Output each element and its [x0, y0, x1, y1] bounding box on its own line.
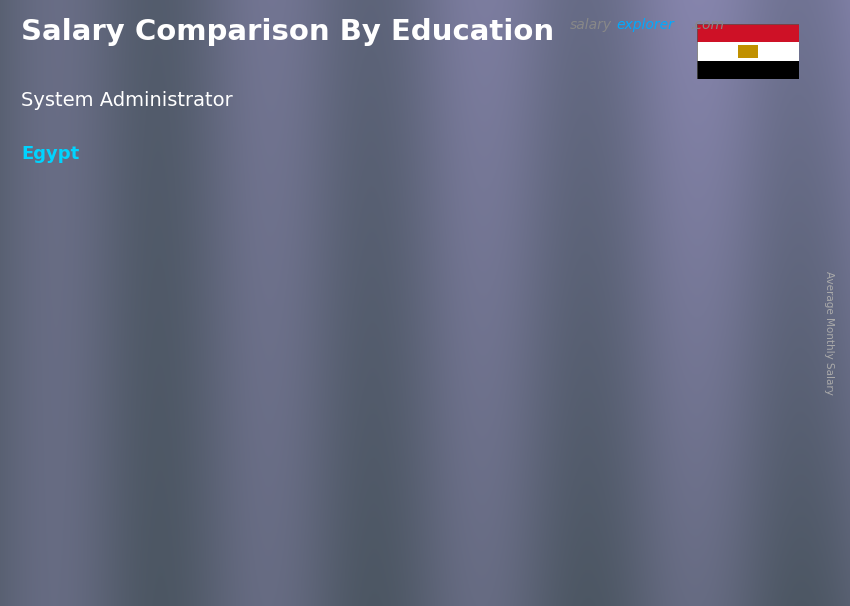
Polygon shape: [333, 293, 480, 533]
Text: .com: .com: [690, 18, 724, 32]
Text: 7,920 EGP: 7,920 EGP: [365, 253, 449, 268]
Text: Egypt: Egypt: [21, 145, 80, 164]
Text: explorer: explorer: [616, 18, 674, 32]
Text: +34%: +34%: [250, 195, 326, 219]
Text: 5,890 EGP: 5,890 EGP: [128, 318, 212, 333]
Text: Certificate or
Diploma: Certificate or Diploma: [117, 567, 221, 597]
Polygon shape: [243, 336, 284, 533]
Text: Average Monthly Salary: Average Monthly Salary: [824, 271, 834, 395]
Polygon shape: [96, 336, 284, 355]
Bar: [738, 45, 758, 58]
Polygon shape: [570, 167, 717, 533]
Polygon shape: [96, 355, 110, 533]
Text: Master's
Degree: Master's Degree: [610, 567, 677, 597]
Polygon shape: [570, 147, 758, 167]
Bar: [697, 24, 799, 42]
Text: salary: salary: [570, 18, 612, 32]
Polygon shape: [333, 293, 347, 533]
Text: 12,100 EGP: 12,100 EGP: [597, 126, 691, 141]
Text: 12,100 EGP: 12,100 EGP: [597, 130, 691, 145]
Polygon shape: [96, 355, 243, 533]
Text: System Administrator: System Administrator: [21, 91, 233, 110]
Polygon shape: [480, 274, 521, 533]
Bar: [697, 61, 799, 79]
Text: Salary Comparison By Education: Salary Comparison By Education: [21, 18, 554, 46]
Text: +53%: +53%: [487, 68, 564, 93]
Polygon shape: [717, 147, 758, 533]
Polygon shape: [333, 274, 521, 293]
Bar: [697, 42, 799, 61]
Text: 7,920 EGP: 7,920 EGP: [365, 256, 449, 271]
Text: 5,890 EGP: 5,890 EGP: [128, 315, 212, 330]
Polygon shape: [570, 167, 584, 533]
Text: Bachelor's
Degree: Bachelor's Degree: [366, 567, 447, 597]
